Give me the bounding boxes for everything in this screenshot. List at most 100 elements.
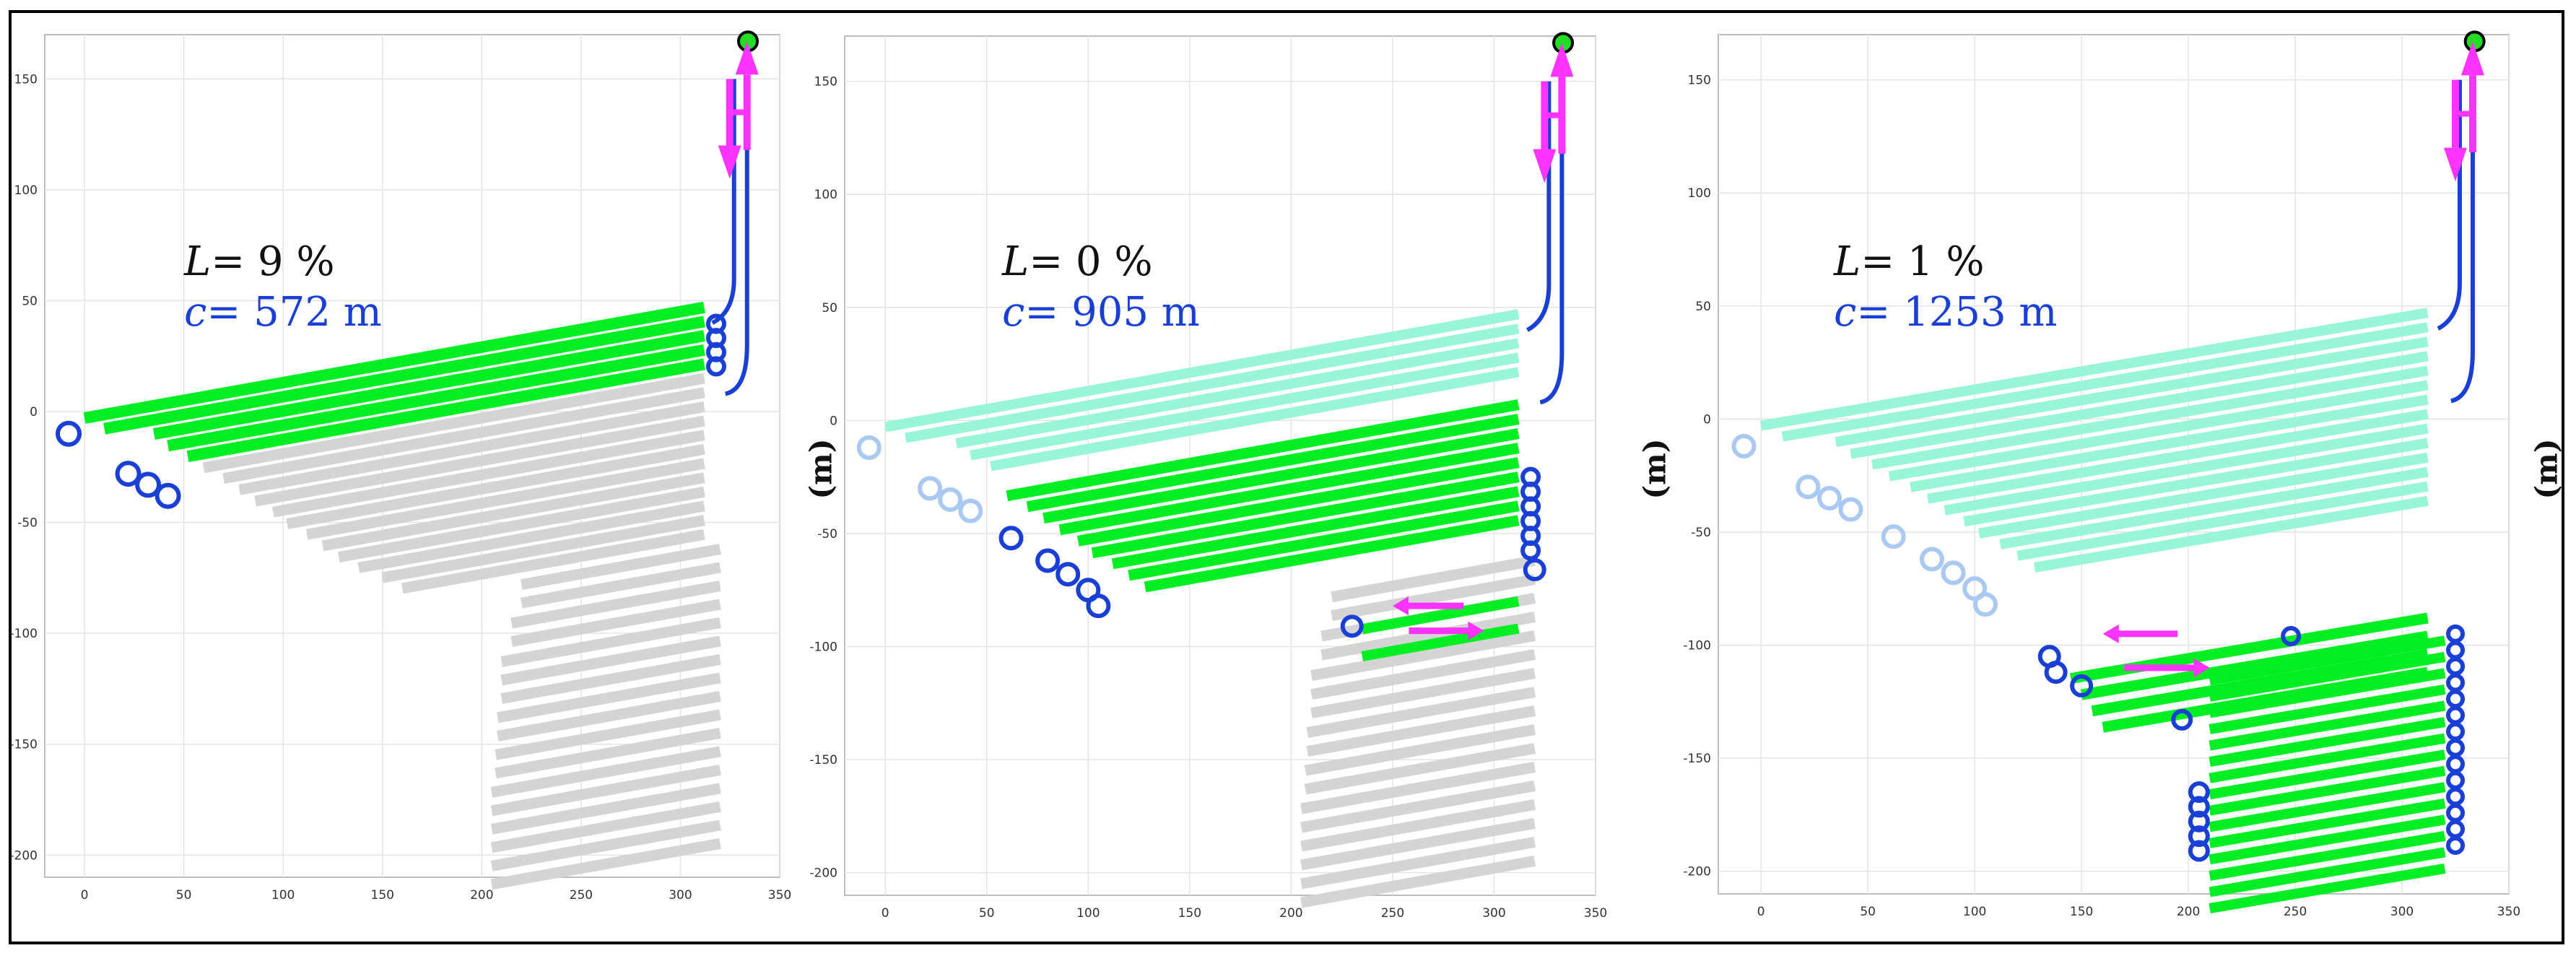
panel-2-unused-strip (1331, 574, 1536, 622)
panel-2-active-strip (1006, 399, 1520, 502)
panel-1-unused-strip (510, 580, 721, 629)
panel-2-previous-loop (856, 435, 882, 460)
panel-3-turn-loop (2188, 796, 2210, 818)
panel-2-y-tick: 100 (814, 188, 837, 202)
panel-3: 0 50 100 150 200 250 300 350 150 100 50 0 -50 -100 -15… (1668, 0, 2576, 961)
panel-1-turn-loop (135, 471, 162, 498)
panel-3-turn-loop (2188, 810, 2210, 832)
panel-2-unused-strip (1304, 743, 1536, 795)
panel-3-active-strip (2209, 700, 2446, 751)
panel-1-x-tick: 150 (371, 888, 394, 903)
panel-2-y-tick: -50 (817, 527, 837, 542)
panel-3-previous-loop (1941, 560, 1966, 586)
panel-2-length-value: = 905 m (1024, 289, 1200, 336)
panel-1-x-tick: 350 (768, 888, 791, 903)
panel-1-loss-label: L= 9 % (184, 238, 335, 285)
panel-3-active-strip (2091, 648, 2429, 717)
panel-1-unused-strip (337, 486, 705, 563)
panel-3-turn-loop (2446, 835, 2466, 855)
panel-2-x-tick: 150 (1178, 906, 1201, 921)
panel-2-active-strip (1043, 428, 1520, 524)
panel-1-y-tick: -200 (9, 848, 38, 863)
panel-2-active-strip (1076, 457, 1520, 547)
panel-3-turn-loop (2188, 840, 2210, 862)
panel-2-x-tick: 100 (1076, 906, 1100, 921)
panel-2-down-arrow-head (1533, 149, 1557, 183)
panel-3-y-tick: -100 (1683, 639, 1711, 653)
panel-2-previous-loop (918, 476, 943, 501)
panel-2-previous-strip (955, 338, 1520, 448)
panel-1-active-strip (167, 344, 705, 452)
panel-1-loss-var: L (184, 238, 212, 285)
panel-2-y-tick: -100 (809, 640, 837, 655)
panel-3-previous-strip (1926, 409, 2429, 504)
panel-1-y-tick: 0 (30, 405, 38, 419)
panel-2-unused-strip (1300, 799, 1536, 852)
panel-1-active-strip (186, 358, 705, 462)
panel-2-active-strip (1144, 515, 1520, 593)
panel-3-y-tick: -50 (1691, 526, 1711, 540)
panel-1-x-tick: 300 (669, 888, 692, 903)
panel-2-y-tick: 150 (814, 75, 837, 90)
panel-1-down-arrow-head (718, 145, 741, 179)
panel-3-previous-strip (1760, 308, 2429, 431)
panel-3-feeder-route (2437, 79, 2462, 331)
panel-3-previous-strip (2016, 481, 2429, 561)
panel-2-feeder-route (1539, 81, 1565, 405)
panel-1: 0 50 100 150 200 250 300 350 150 100 50 0 -50 -100 -15… (0, 0, 839, 961)
panel-3-previous-strip (1871, 365, 2429, 470)
panel-1-unused-strip (500, 617, 721, 667)
panel-2-loss-var: L (1002, 238, 1030, 285)
panel-3-active-strip (2209, 684, 2446, 734)
panel-2-length-label: c= 905 m (1002, 289, 1200, 336)
panel-3-y-tick: -200 (1683, 865, 1711, 879)
panel-2-turn-loop (1056, 562, 1081, 587)
panel-3-x-tick: 50 (1860, 905, 1876, 919)
panel-3-length-var: c (1834, 289, 1857, 336)
panel-2-unused-strip (1300, 856, 1536, 908)
panel-3-x-tick: 0 (1757, 905, 1765, 919)
panel-3-up-arrow-head (2460, 41, 2484, 76)
panel-2-up-arrow-head (1550, 43, 1574, 77)
panel-2-y-tick: -200 (809, 866, 837, 881)
panel-3-turn-loop (2281, 626, 2302, 646)
panel-2-x-tick: 200 (1279, 906, 1302, 921)
panel-3-active-strip (2209, 733, 2446, 783)
panel-2-active-strip (1128, 500, 1520, 581)
panel-2-turn-loop (1520, 540, 1541, 561)
panel-2-right-arrow-icon-head (1468, 621, 1484, 640)
panel-2-active-strip (1361, 596, 1520, 635)
panel-3-turn-loop (2044, 661, 2068, 684)
panel-3-previous-loop (1731, 433, 1757, 458)
panel-1-x-tick: 250 (570, 888, 593, 903)
panel-3-turn-loop (2188, 781, 2210, 804)
panel-2-feeder-route (1526, 81, 1552, 332)
panel-3-previous-strip (1977, 452, 2429, 539)
panel-1-x-tick: 200 (470, 888, 493, 903)
panel-1-unused-strip (495, 727, 721, 779)
panel-1-unused-strip (286, 443, 705, 529)
panel-2-x-tick: 250 (1381, 906, 1404, 921)
panel-1-unused-strip (490, 819, 721, 871)
panel-1-unused-strip (321, 472, 705, 552)
panel-3-previous-strip (1781, 322, 2429, 442)
panel-3-active-strip (2209, 749, 2446, 800)
panel-3-x-tick: 200 (2177, 905, 2200, 919)
panel-1-y-tick: -150 (9, 738, 38, 752)
panel-1-unused-strip (500, 635, 721, 686)
panel-1-loss-value: = 9 % (211, 238, 335, 285)
panel-1-unused-strip (496, 691, 721, 742)
panel-2-active-strip (1058, 443, 1520, 536)
panel-3-active-strip (2209, 668, 2446, 718)
panel-3-length-value: = 1253 m (1856, 289, 2058, 336)
panel-1-x-tick: 0 (81, 888, 89, 903)
panel-3-previous-loop (1919, 547, 1944, 572)
panel-3-plot: 0 50 100 150 200 250 300 350 150 100 50 0 -50 -100 -15… (1683, 30, 2520, 919)
panel-1-unused-strip (401, 529, 705, 594)
panel-3-previous-loop (1881, 524, 1906, 549)
panel-3-unit-label: (m) (2528, 438, 2564, 500)
panel-2-active-strip (1111, 486, 1520, 570)
panel-1-x-tick: 50 (176, 888, 192, 903)
panel-1-unused-strip (357, 500, 705, 573)
panel-3-previous-strip (1944, 423, 2429, 516)
